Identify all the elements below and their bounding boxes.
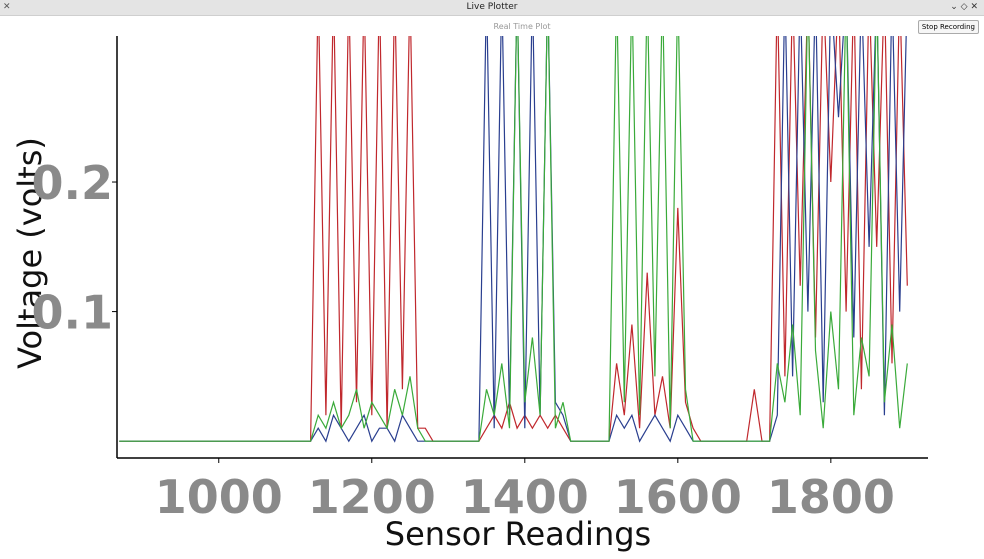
x-axis-label: Sensor Readings bbox=[385, 515, 651, 553]
plot-area bbox=[119, 36, 908, 443]
y-tick-label: 0.2 bbox=[32, 156, 114, 210]
window-title: Live Plotter bbox=[466, 2, 518, 12]
y-axis-label: Voltage (volts) bbox=[11, 137, 49, 369]
y-tick-label: 0.1 bbox=[32, 286, 114, 340]
x-tick-label: 1200 bbox=[308, 470, 436, 524]
x-tick-label: 1600 bbox=[614, 470, 742, 524]
window-controls[interactable]: ⌄ ◇ ✕ bbox=[950, 2, 978, 12]
app-icon: ✕ bbox=[3, 2, 11, 12]
title-bar: ✕ Live Plotter ⌄ ◇ ✕ bbox=[0, 0, 984, 16]
series-line bbox=[119, 36, 908, 442]
x-tick-label: 1400 bbox=[461, 470, 589, 524]
stop-recording-button[interactable]: Stop Recording bbox=[917, 20, 979, 34]
x-tick-label: 1800 bbox=[767, 470, 895, 524]
chart-title: Real Time Plot bbox=[494, 22, 551, 31]
x-tick-label: 1000 bbox=[155, 470, 283, 524]
